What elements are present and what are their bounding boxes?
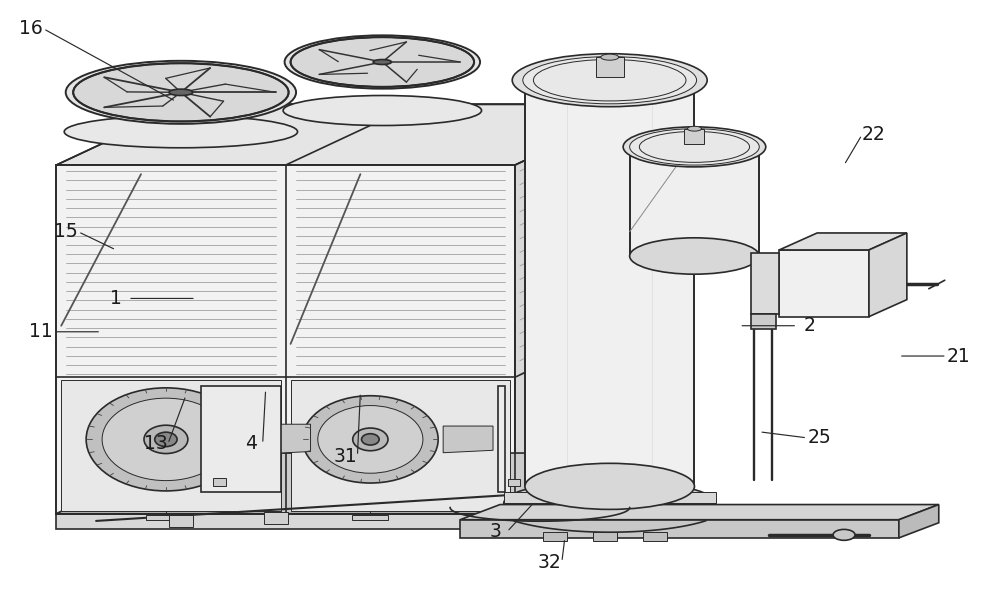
Ellipse shape	[623, 127, 766, 167]
Ellipse shape	[64, 116, 298, 148]
Polygon shape	[596, 57, 624, 77]
Polygon shape	[251, 424, 311, 454]
Ellipse shape	[303, 426, 318, 453]
Polygon shape	[460, 519, 899, 538]
Polygon shape	[56, 105, 645, 165]
Ellipse shape	[512, 54, 707, 107]
Text: 11: 11	[29, 322, 53, 341]
Polygon shape	[264, 512, 288, 524]
Text: 22: 22	[862, 125, 886, 144]
Polygon shape	[751, 253, 779, 314]
Text: 3: 3	[489, 523, 501, 541]
Ellipse shape	[291, 37, 474, 87]
Ellipse shape	[155, 432, 177, 446]
Polygon shape	[684, 128, 704, 144]
Polygon shape	[56, 513, 515, 529]
Polygon shape	[543, 532, 567, 541]
Polygon shape	[630, 147, 759, 256]
Text: 1: 1	[110, 289, 122, 308]
Ellipse shape	[373, 60, 392, 65]
Polygon shape	[201, 386, 281, 493]
Polygon shape	[508, 479, 520, 487]
Polygon shape	[899, 504, 939, 538]
Polygon shape	[443, 426, 493, 452]
Ellipse shape	[66, 61, 296, 124]
Ellipse shape	[86, 388, 246, 491]
Ellipse shape	[504, 481, 716, 526]
Ellipse shape	[285, 35, 480, 89]
Ellipse shape	[144, 425, 188, 454]
Ellipse shape	[630, 128, 759, 165]
Ellipse shape	[833, 529, 855, 540]
Polygon shape	[643, 532, 667, 541]
Ellipse shape	[630, 238, 759, 274]
Polygon shape	[291, 380, 510, 510]
Polygon shape	[56, 165, 515, 513]
Text: 15: 15	[54, 222, 78, 241]
Ellipse shape	[362, 434, 379, 445]
Polygon shape	[460, 504, 939, 519]
Ellipse shape	[525, 463, 694, 509]
Polygon shape	[61, 380, 281, 510]
Ellipse shape	[169, 89, 193, 96]
Polygon shape	[751, 314, 776, 329]
Polygon shape	[869, 233, 907, 317]
Ellipse shape	[601, 54, 619, 60]
Polygon shape	[498, 386, 505, 493]
Ellipse shape	[687, 126, 701, 131]
Polygon shape	[146, 515, 186, 519]
Ellipse shape	[353, 428, 388, 451]
Polygon shape	[56, 453, 645, 513]
Polygon shape	[525, 80, 694, 487]
Polygon shape	[515, 105, 645, 513]
Text: 16: 16	[19, 19, 43, 38]
Text: 32: 32	[538, 552, 562, 572]
Ellipse shape	[102, 398, 230, 481]
Text: 25: 25	[807, 428, 831, 448]
Polygon shape	[504, 493, 716, 504]
Text: 4: 4	[245, 434, 257, 454]
Polygon shape	[779, 233, 907, 250]
Text: 31: 31	[334, 446, 357, 465]
Text: 21: 21	[947, 347, 971, 365]
Polygon shape	[352, 515, 388, 519]
Ellipse shape	[523, 57, 697, 104]
Ellipse shape	[303, 396, 438, 483]
Polygon shape	[779, 250, 869, 317]
Text: 2: 2	[803, 316, 815, 335]
Polygon shape	[213, 479, 226, 487]
Polygon shape	[593, 532, 617, 541]
Text: 13: 13	[144, 434, 168, 454]
Ellipse shape	[283, 96, 482, 125]
Polygon shape	[169, 515, 193, 527]
Ellipse shape	[318, 406, 423, 473]
Ellipse shape	[73, 63, 289, 121]
